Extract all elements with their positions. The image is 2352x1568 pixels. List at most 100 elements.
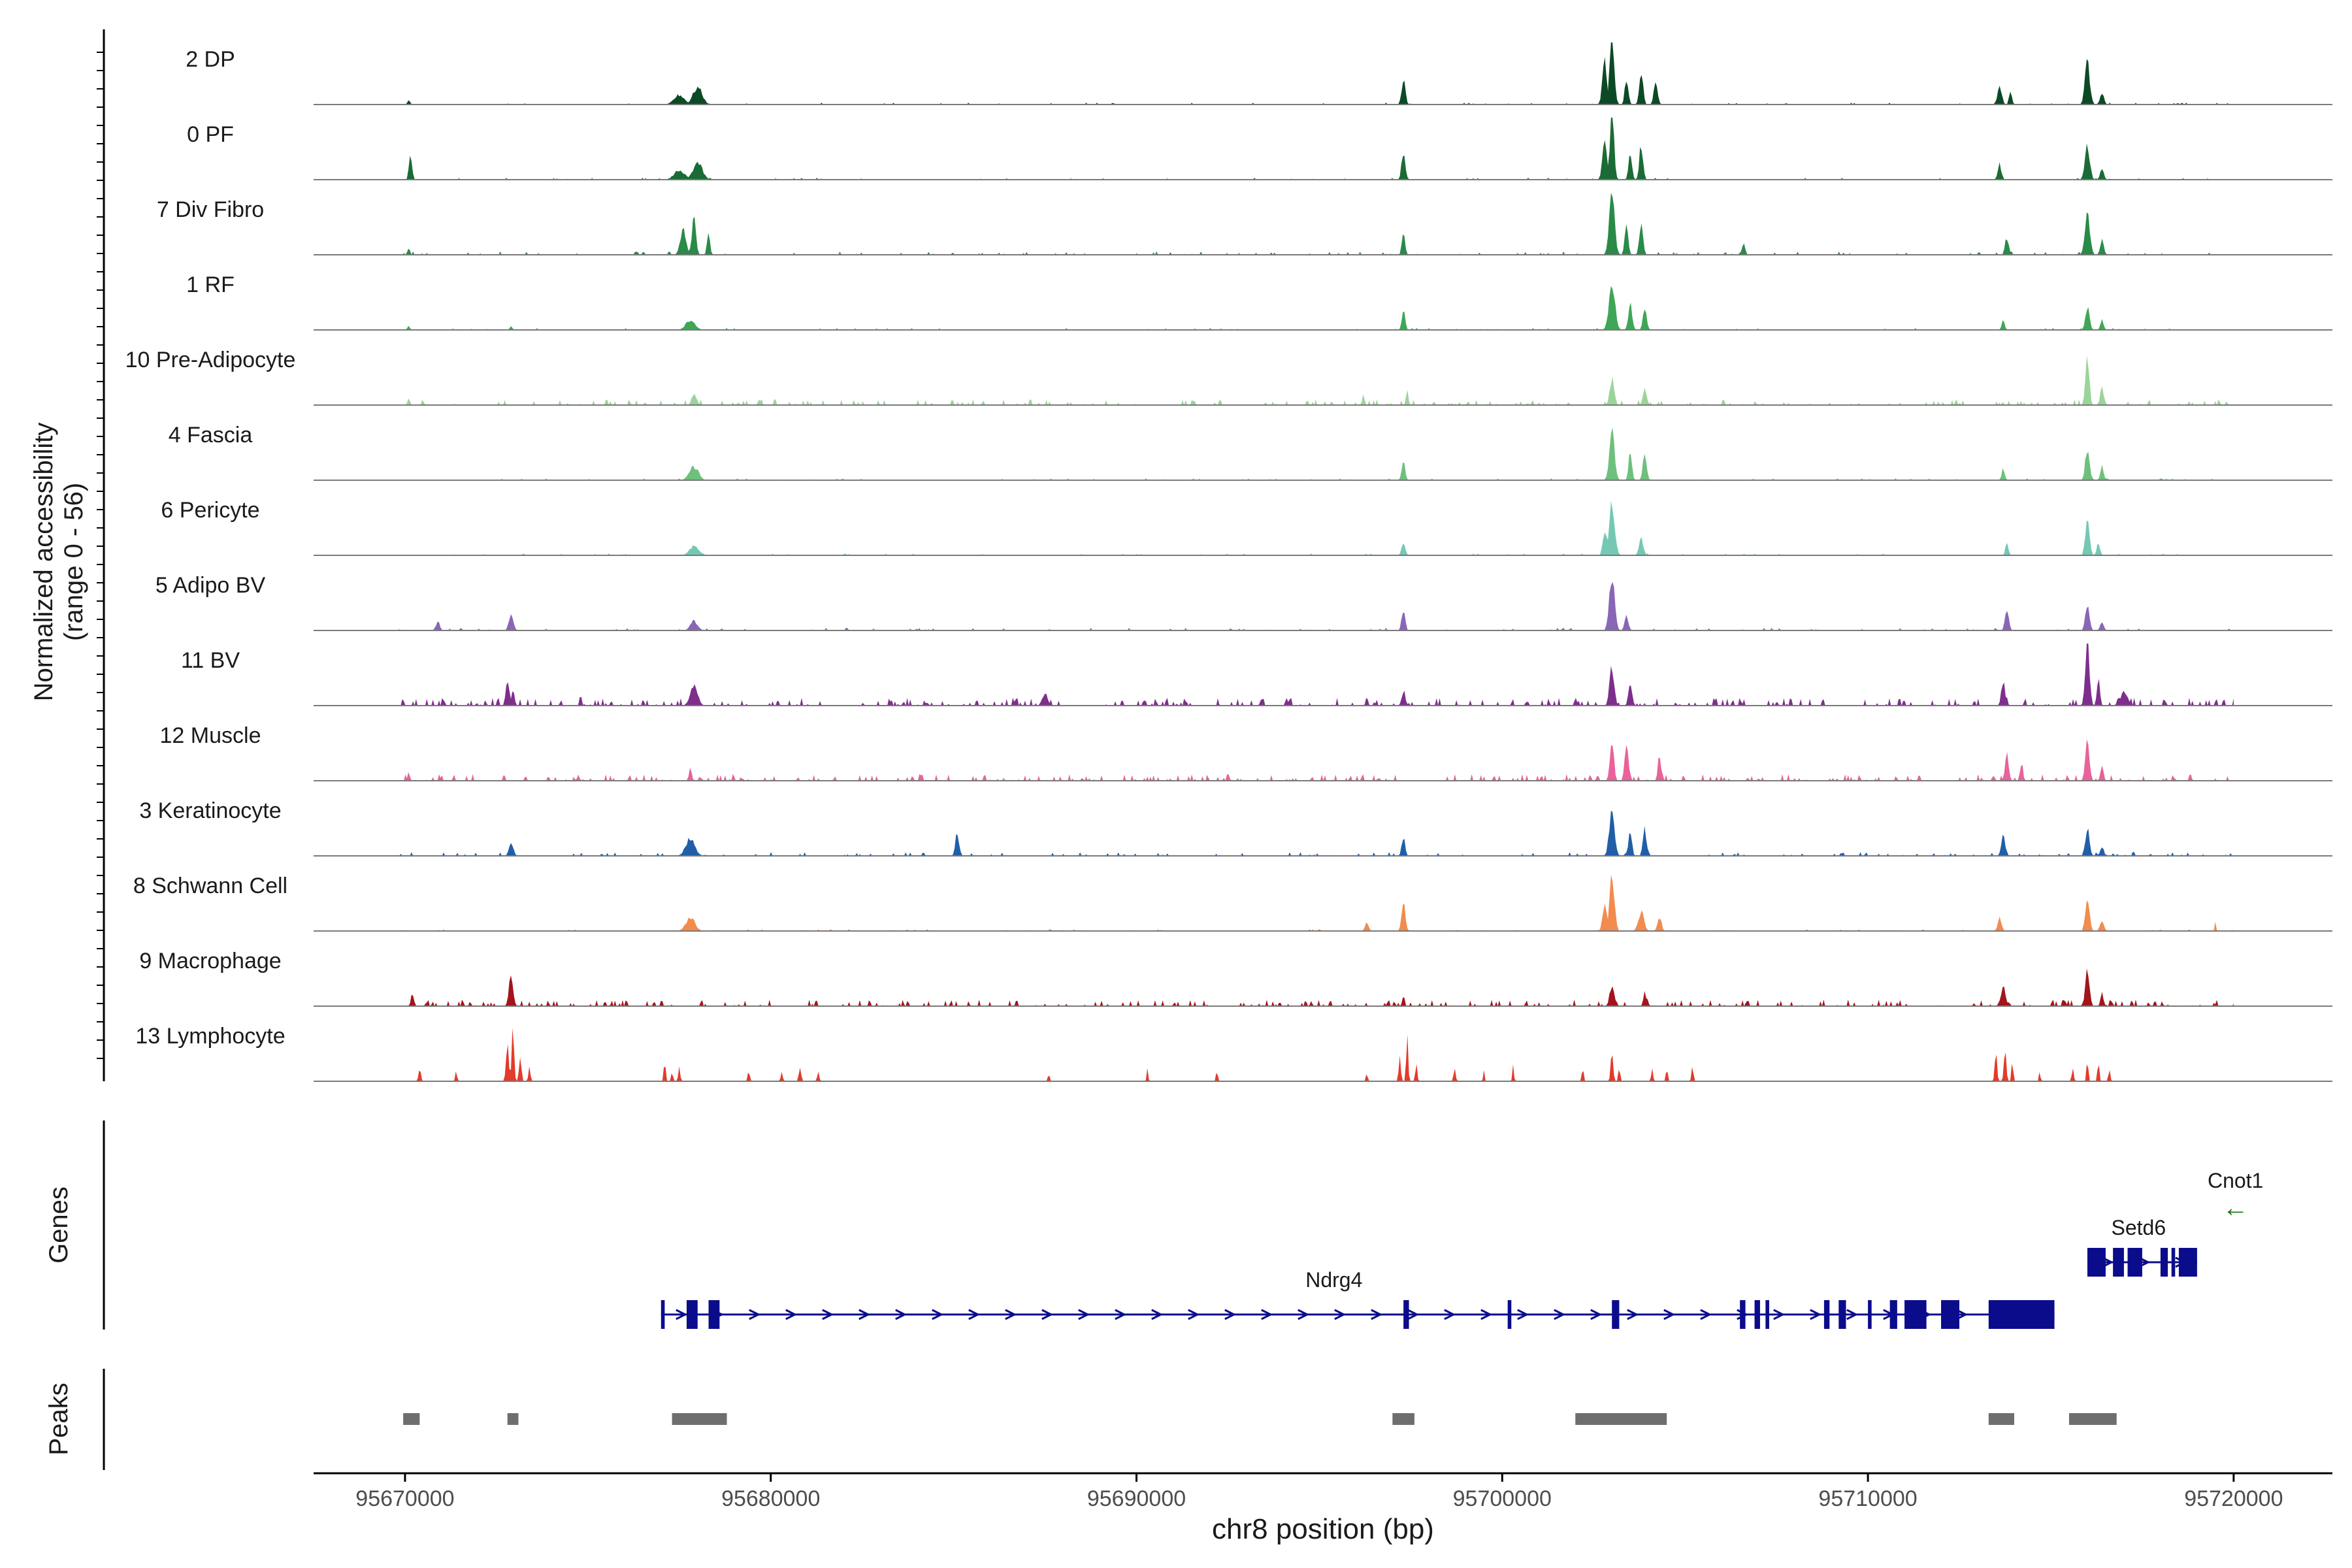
coverage-area	[397, 427, 2234, 480]
peak-region	[1988, 1413, 2014, 1425]
track-10: 12 Muscle	[160, 723, 2332, 781]
coverage-tracks: 2 DP 0 PF 7 Div Fibro 1 RF 10 Pre-Adipocyte 4…	[125, 42, 2332, 1082]
coverage-area	[397, 811, 2234, 856]
genes-panel-label: Genes	[44, 1186, 73, 1264]
x-tick-label: 95690000	[1087, 1486, 1186, 1511]
strand-arrow-icon: ←	[2223, 1194, 2249, 1222]
x-axis-ticks: 95670000 95680000 95690000 95700000 95710000…	[355, 1473, 2283, 1511]
coverage-area	[397, 1028, 2234, 1081]
strand-arrow	[676, 1309, 688, 1320]
strand-arrow	[1041, 1309, 1054, 1320]
strand-arrow	[1846, 1309, 1859, 1320]
strand-arrow	[1517, 1309, 1529, 1320]
track-11: 3 Keratinocyte	[139, 798, 2332, 857]
gene-exon	[2087, 1248, 2106, 1277]
strand-arrow	[932, 1309, 944, 1320]
track-7: 6 Pericyte	[161, 498, 2332, 556]
gene-cnot1: Cnot1←	[2208, 1169, 2263, 1222]
coverage-area	[397, 500, 2234, 555]
coverage-y-ticks	[97, 52, 104, 1059]
track-13: 9 Macrophage	[139, 949, 2332, 1007]
coverage-area	[397, 286, 2234, 330]
track-8: 5 Adipo BV	[155, 573, 2332, 631]
strand-arrow	[1444, 1309, 1456, 1320]
gene-exon	[1612, 1300, 1620, 1329]
strand-arrow	[1773, 1309, 1786, 1320]
track-label: 10 Pre-Adipocyte	[125, 348, 296, 372]
strand-arrow	[1407, 1309, 1420, 1320]
gene-exon	[1823, 1300, 1830, 1329]
gene-exon	[1507, 1300, 1512, 1329]
strand-arrow	[1115, 1309, 1127, 1320]
coverage-area	[397, 118, 2234, 180]
strand-arrow	[1078, 1309, 1090, 1320]
track-label: 4 Fascia	[169, 423, 253, 448]
x-tick-label: 95700000	[1453, 1486, 1552, 1511]
strand-arrow	[1188, 1309, 1200, 1320]
strand-arrow	[1371, 1309, 1383, 1320]
gene-exon	[1941, 1300, 1960, 1329]
gene-exon	[1889, 1300, 1897, 1329]
strand-arrow	[822, 1309, 834, 1320]
track-label: 3 Keratinocyte	[139, 798, 281, 823]
track-label: 6 Pericyte	[161, 498, 259, 523]
strand-arrow	[1700, 1309, 1712, 1320]
peak-region	[672, 1413, 727, 1425]
strand-arrow	[1956, 1309, 1968, 1320]
gene-exon	[1740, 1300, 1746, 1329]
coverage-area	[397, 875, 2234, 931]
coverage-area	[397, 42, 2234, 105]
track-label: 1 RF	[186, 272, 235, 297]
strand-arrow	[895, 1309, 907, 1320]
gene-exon	[2113, 1248, 2124, 1277]
y-axis-title-line-2: (range 0 - 56)	[59, 483, 88, 641]
strand-arrow	[785, 1309, 798, 1320]
track-label: 7 Div Fibro	[157, 197, 264, 222]
gene-exon	[1904, 1300, 1927, 1329]
coverage-y-axis-title: Normalized accessibility (range 0 - 56)	[29, 423, 88, 702]
peak-region	[1575, 1413, 1667, 1425]
track-5: 10 Pre-Adipocyte	[125, 348, 2332, 406]
gene-exon	[2160, 1248, 2168, 1277]
peak-regions-track	[403, 1413, 2117, 1425]
gene-label: Cnot1	[2208, 1169, 2263, 1192]
strand-arrow	[1480, 1309, 1493, 1320]
y-axis-title-line-1: Normalized accessibility	[29, 423, 58, 702]
track-label: 13 Lymphocyte	[135, 1024, 285, 1049]
strand-arrow	[1663, 1309, 1676, 1320]
track-9: 11 BV	[181, 644, 2332, 706]
x-tick-label: 95710000	[1818, 1486, 1917, 1511]
track-label: 11 BV	[181, 648, 240, 673]
gene-exon	[1868, 1300, 1872, 1329]
coverage-area	[397, 644, 2234, 706]
gene-ndrg4: Ndrg4	[661, 1268, 2055, 1329]
strand-arrow	[1554, 1309, 1566, 1320]
x-tick-label: 95680000	[721, 1486, 820, 1511]
peaks-panel-label: Peaks	[44, 1382, 73, 1455]
strand-arrow	[1334, 1309, 1347, 1320]
coverage-area	[397, 581, 2234, 630]
gene-exon	[2171, 1248, 2176, 1277]
gene-exon	[1838, 1300, 1846, 1329]
track-12: 8 Schwann Cell	[133, 874, 2332, 932]
gene-setd6: Setd6	[2087, 1216, 2197, 1277]
strand-arrow	[1298, 1309, 1310, 1320]
strand-arrow	[1151, 1309, 1164, 1320]
strand-arrow	[1224, 1309, 1237, 1320]
peak-region	[507, 1413, 519, 1425]
strand-arrow	[858, 1309, 871, 1320]
strand-arrow	[1627, 1309, 1639, 1320]
track-14: 13 Lymphocyte	[135, 1024, 2332, 1082]
strand-arrow	[1005, 1309, 1017, 1320]
gene-exon	[686, 1300, 698, 1329]
track-2: 0 PF	[187, 118, 2332, 180]
x-tick-label: 95720000	[2184, 1486, 2283, 1511]
gene-exon	[2178, 1248, 2197, 1277]
x-axis-title: chr8 position (bp)	[1212, 1513, 1434, 1545]
track-label: 12 Muscle	[160, 723, 261, 748]
strand-arrow	[1590, 1309, 1603, 1320]
track-6: 4 Fascia	[169, 423, 2332, 481]
strand-arrow	[1810, 1309, 1822, 1320]
gene-exon	[1765, 1300, 1769, 1329]
